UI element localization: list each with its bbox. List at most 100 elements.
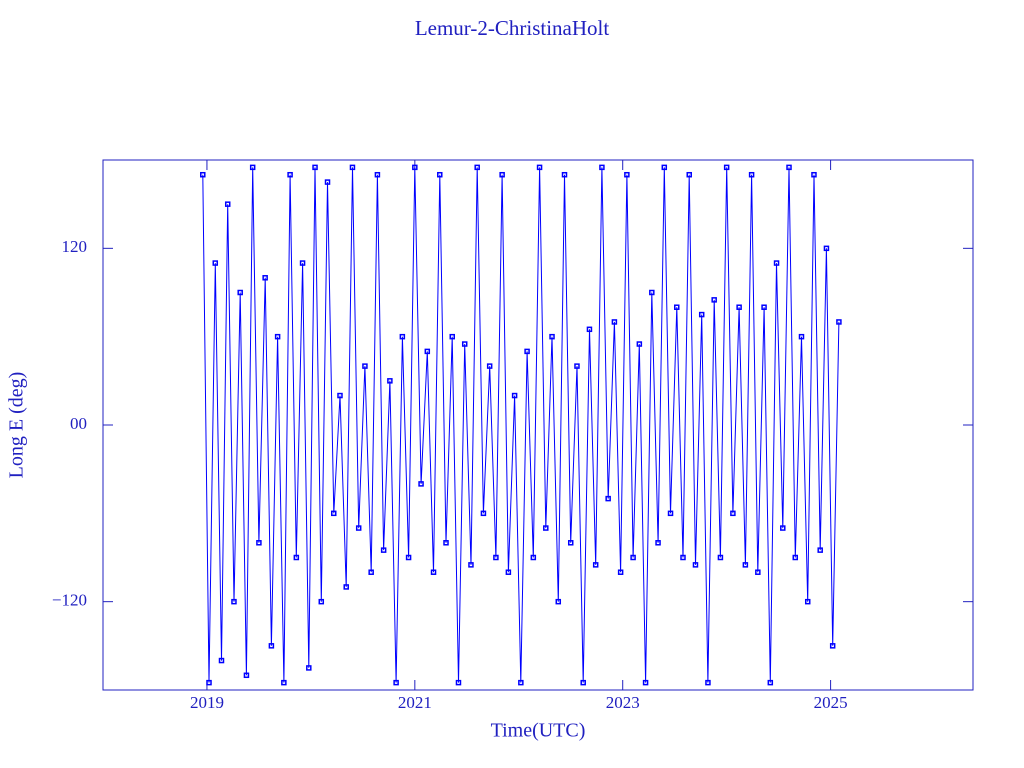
- data-point: [318, 598, 325, 605]
- data-point: [274, 333, 281, 340]
- data-point: [549, 333, 555, 340]
- data-point: [461, 341, 468, 347]
- data-point: [412, 164, 418, 171]
- data-point: [355, 525, 362, 531]
- data-point: [636, 341, 643, 347]
- data-point: [387, 378, 393, 384]
- y-tick-label: 00: [70, 414, 87, 433]
- data-point: [212, 260, 219, 266]
- x-tick-label: 2021: [398, 693, 432, 712]
- data-point: [661, 164, 668, 171]
- data-point: [299, 260, 306, 266]
- data-point: [674, 304, 680, 310]
- data-point: [836, 319, 842, 325]
- data-point: [306, 665, 312, 671]
- data-point: [480, 510, 487, 517]
- x-tick-label: 2025: [814, 693, 848, 712]
- data-point: [742, 562, 749, 568]
- data-point: [723, 164, 730, 171]
- data-point: [511, 392, 518, 399]
- data-point: [773, 260, 780, 266]
- data-point: [611, 319, 618, 325]
- data-point: [337, 392, 343, 399]
- data-point: [399, 333, 406, 340]
- data-point: [424, 348, 431, 355]
- data-point: [486, 363, 493, 369]
- x-tick-label: 2019: [190, 693, 224, 712]
- data-point: [262, 275, 268, 281]
- data-point: [256, 540, 262, 546]
- data-point: [580, 679, 586, 686]
- data-point: [449, 333, 455, 340]
- data-point: [717, 554, 724, 561]
- data-point: [499, 171, 505, 178]
- data-point: [655, 540, 661, 546]
- data-point: [218, 657, 225, 664]
- data-point: [281, 679, 287, 686]
- data-point: [767, 679, 774, 686]
- data-point: [823, 245, 830, 252]
- data-point: [730, 510, 736, 517]
- data-point: [536, 164, 543, 171]
- data-point: [792, 554, 799, 561]
- data-point: [642, 679, 649, 686]
- data-point: [692, 562, 699, 568]
- data-point: [206, 679, 212, 686]
- data-point: [324, 179, 331, 185]
- data-point: [624, 171, 630, 178]
- data-point: [786, 164, 792, 171]
- data-point: [468, 562, 474, 568]
- data-point: [437, 171, 443, 178]
- data-point: [200, 171, 206, 178]
- data-point: [380, 547, 387, 553]
- data-point: [698, 311, 705, 318]
- data-point: [405, 554, 412, 561]
- data-point: [518, 679, 524, 686]
- data-point: [287, 171, 293, 178]
- data-point: [331, 510, 337, 517]
- data-point: [393, 679, 399, 686]
- chart-title: Lemur-2-ChristinaHolt: [415, 16, 610, 40]
- data-point: [231, 598, 237, 605]
- data-point: [243, 672, 250, 679]
- data-point: [249, 164, 256, 171]
- data-point: [817, 547, 823, 553]
- data-point: [574, 363, 580, 369]
- data-point: [829, 643, 836, 649]
- data-point: [368, 569, 374, 575]
- x-tick-label: 2023: [606, 693, 640, 712]
- data-point: [493, 554, 499, 561]
- data-point: [374, 171, 381, 178]
- data-point: [667, 510, 674, 517]
- data-point: [530, 554, 537, 561]
- data-point: [586, 326, 593, 333]
- data-point: [605, 495, 611, 502]
- data-point: [224, 201, 231, 207]
- data-point: [567, 540, 574, 546]
- data-point: [443, 540, 449, 546]
- data-point: [474, 164, 480, 171]
- data-point: [680, 554, 686, 561]
- data-point: [649, 289, 655, 296]
- data-point: [705, 679, 711, 686]
- x-axis-label: Time(UTC): [491, 720, 586, 742]
- data-point: [780, 525, 786, 531]
- data-point: [561, 171, 568, 178]
- data-point: [755, 569, 761, 575]
- data-point: [293, 554, 300, 561]
- data-point: [617, 569, 624, 575]
- data-point: [543, 525, 549, 531]
- data-point: [686, 171, 692, 178]
- y-tick-label: −120: [52, 591, 87, 610]
- data-point: [555, 598, 562, 605]
- data-point: [505, 569, 512, 575]
- data-point: [343, 584, 349, 590]
- data-point: [811, 171, 817, 178]
- data-point: [268, 643, 275, 649]
- data-point: [237, 289, 243, 296]
- data-point: [349, 164, 356, 171]
- data-point: [592, 562, 599, 568]
- data-line: [202, 167, 840, 683]
- y-axis-label: Long E (deg): [6, 372, 28, 479]
